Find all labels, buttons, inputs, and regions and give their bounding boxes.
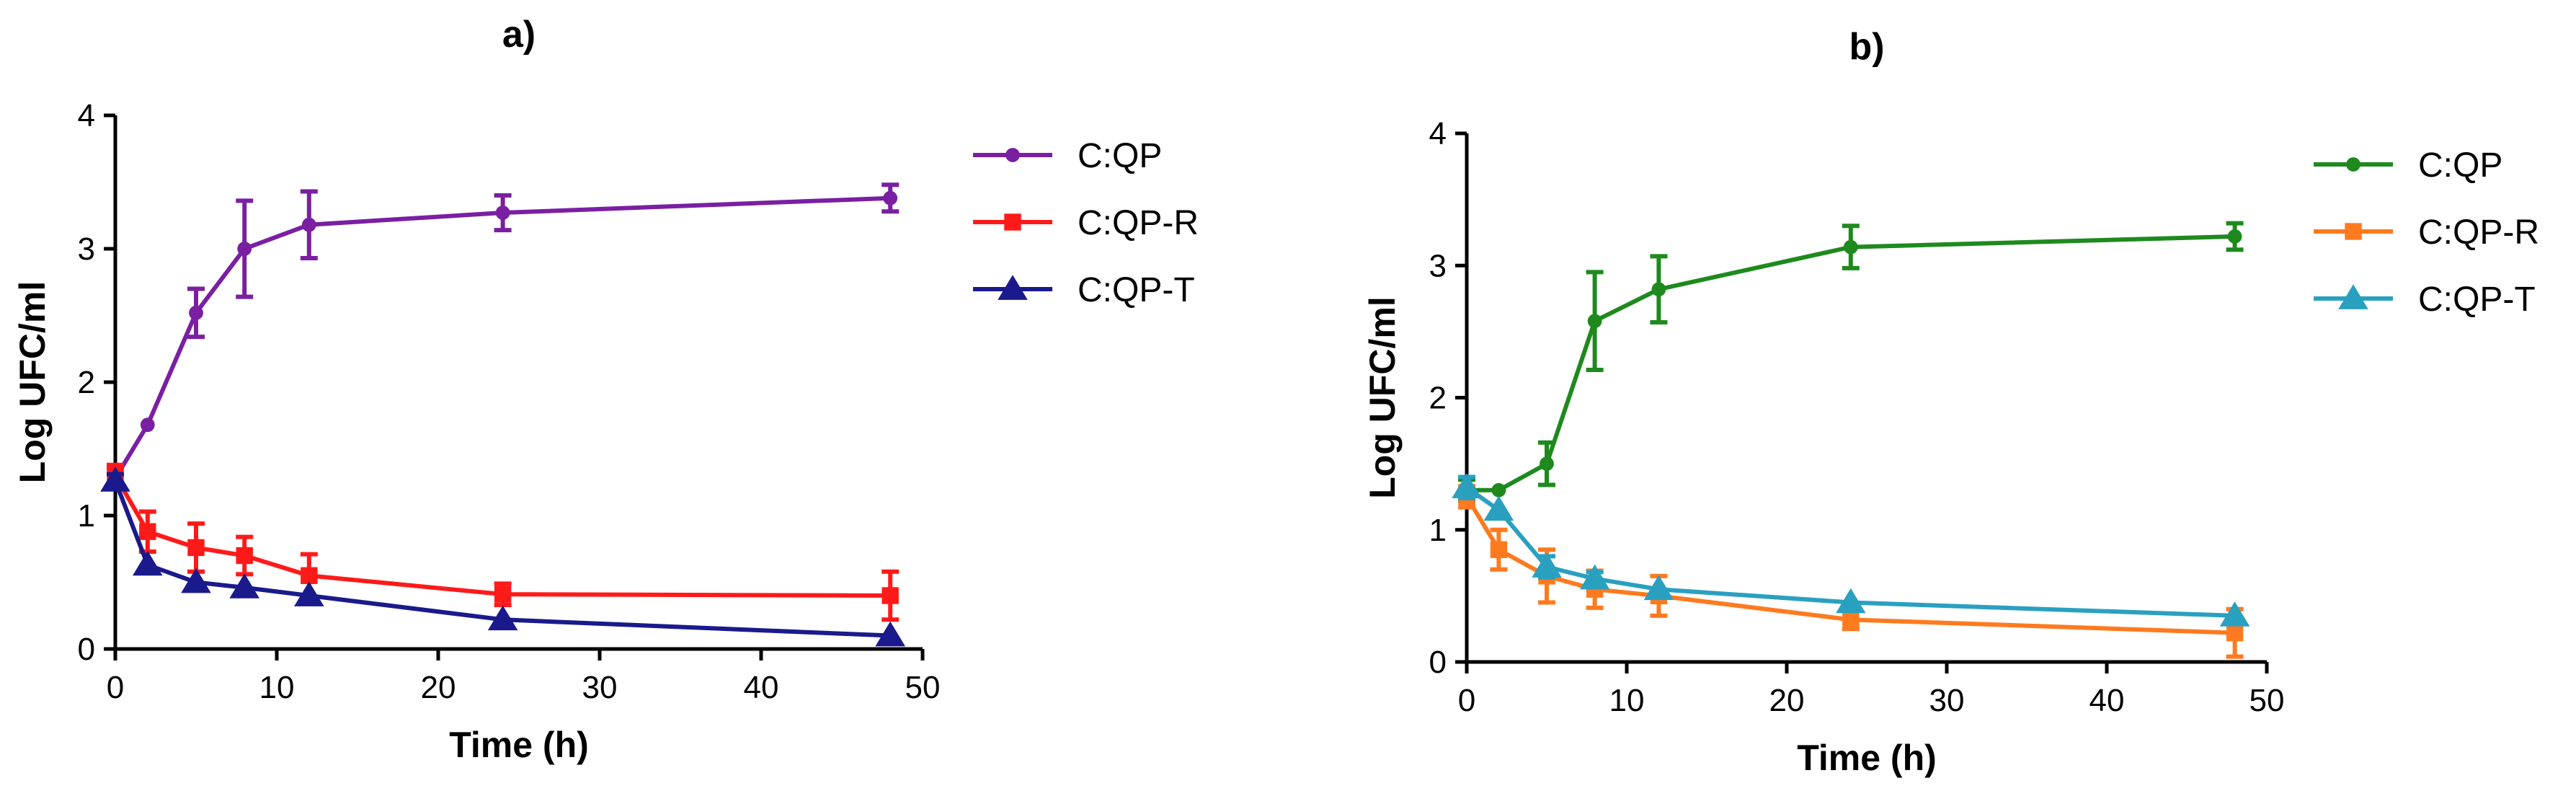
data-point bbox=[133, 550, 163, 576]
y-tick-label: 1 bbox=[78, 498, 95, 534]
legend-marker bbox=[998, 275, 1028, 300]
data-point bbox=[1651, 282, 1666, 297]
data-point bbox=[1587, 314, 1602, 329]
data-point bbox=[1532, 552, 1562, 578]
legend-label: C:QP-R bbox=[1078, 204, 1199, 242]
legend-item: C:QP-R bbox=[2314, 213, 2539, 252]
x-tick-label: 10 bbox=[259, 670, 295, 705]
y-tick-label: 2 bbox=[78, 365, 95, 400]
data-point bbox=[187, 539, 205, 557]
data-point bbox=[2227, 229, 2242, 244]
x-tick-label: 20 bbox=[421, 670, 456, 705]
data-point bbox=[1836, 588, 1866, 614]
x-tick-label: 0 bbox=[107, 670, 124, 705]
y-tick-label: 2 bbox=[1429, 381, 1447, 416]
series-c-qp bbox=[107, 182, 900, 491]
data-point bbox=[1483, 495, 1514, 521]
series-line bbox=[113, 474, 891, 598]
data-point bbox=[1491, 482, 1506, 498]
data-point bbox=[494, 586, 512, 603]
data-point bbox=[301, 217, 316, 232]
series-c-qp-r bbox=[107, 462, 900, 622]
x-tick-label: 40 bbox=[2089, 683, 2125, 718]
data-point bbox=[1490, 541, 1508, 558]
x-tick-label: 30 bbox=[582, 670, 618, 705]
data-point bbox=[883, 190, 898, 206]
data-point bbox=[301, 567, 318, 584]
y-tick-label: 4 bbox=[78, 98, 95, 133]
data-point bbox=[139, 523, 156, 540]
legend-marker bbox=[1005, 148, 1020, 162]
legend-label: C:QP bbox=[2418, 146, 2502, 185]
series-line bbox=[113, 195, 891, 480]
series-c-qp bbox=[1458, 221, 2244, 503]
data-point bbox=[1540, 456, 1554, 472]
data-point bbox=[229, 573, 259, 598]
y-tick-label: 3 bbox=[1429, 248, 1447, 283]
data-point bbox=[487, 605, 518, 631]
x-tick-label: 40 bbox=[744, 670, 779, 705]
data-point bbox=[1579, 564, 1610, 590]
y-tick-label: 0 bbox=[78, 632, 95, 667]
data-point bbox=[1843, 239, 1858, 255]
x-tick-label: 20 bbox=[1769, 683, 1805, 718]
data-point bbox=[237, 242, 252, 256]
series-c-qp-t bbox=[1452, 473, 2250, 627]
data-point bbox=[875, 621, 905, 647]
data-point bbox=[140, 418, 155, 433]
legend-item: C:QP bbox=[2314, 146, 2502, 185]
data-point bbox=[495, 206, 510, 220]
legend-item: C:QP-R bbox=[973, 204, 1199, 242]
series-line bbox=[1467, 234, 2235, 492]
legend-item: C:QP bbox=[973, 137, 1162, 175]
data-point bbox=[1643, 575, 1674, 601]
legend-marker bbox=[1004, 213, 1021, 231]
y-tick-label: 4 bbox=[1429, 116, 1447, 151]
data-point bbox=[236, 547, 253, 565]
data-point bbox=[2226, 624, 2244, 642]
chart-title: a) bbox=[502, 14, 536, 56]
chart-title: b) bbox=[1849, 26, 1884, 68]
series-c-qp-r bbox=[1458, 484, 2244, 659]
data-point bbox=[881, 587, 899, 604]
data-point bbox=[2219, 601, 2250, 627]
x-tick-label: 50 bbox=[905, 670, 941, 705]
y-tick-label: 3 bbox=[78, 231, 95, 267]
x-tick-label: 0 bbox=[1458, 683, 1475, 718]
data-point bbox=[1842, 611, 1860, 629]
legend-marker bbox=[2345, 223, 2362, 240]
x-tick-label: 30 bbox=[1929, 683, 1965, 718]
legend-marker bbox=[2338, 284, 2368, 309]
data-point bbox=[1452, 473, 1482, 498]
data-point bbox=[189, 305, 203, 320]
legend-item: C:QP-T bbox=[973, 271, 1195, 309]
data-point bbox=[100, 467, 130, 492]
legend-label: C:QP-T bbox=[2418, 280, 2536, 319]
data-point bbox=[294, 581, 324, 606]
y-axis-title: Log UFC/ml bbox=[12, 281, 53, 484]
legend-label: C:QP-T bbox=[1078, 271, 1195, 309]
series-c-qp-t bbox=[100, 467, 905, 647]
y-axis-title: Log UFC/ml bbox=[1362, 296, 1403, 499]
legend-item: C:QP-T bbox=[2314, 280, 2536, 319]
x-axis-title: Time (h) bbox=[449, 725, 589, 765]
x-tick-label: 50 bbox=[2249, 683, 2285, 718]
legend-marker bbox=[2346, 157, 2360, 172]
x-tick-label: 10 bbox=[1609, 683, 1645, 718]
legend-label: C:QP bbox=[1078, 137, 1162, 175]
data-point bbox=[181, 567, 211, 593]
legend-label: C:QP-R bbox=[2418, 213, 2539, 252]
y-tick-label: 1 bbox=[1429, 513, 1447, 548]
x-axis-title: Time (h) bbox=[1797, 738, 1937, 778]
y-tick-label: 0 bbox=[1429, 645, 1447, 680]
